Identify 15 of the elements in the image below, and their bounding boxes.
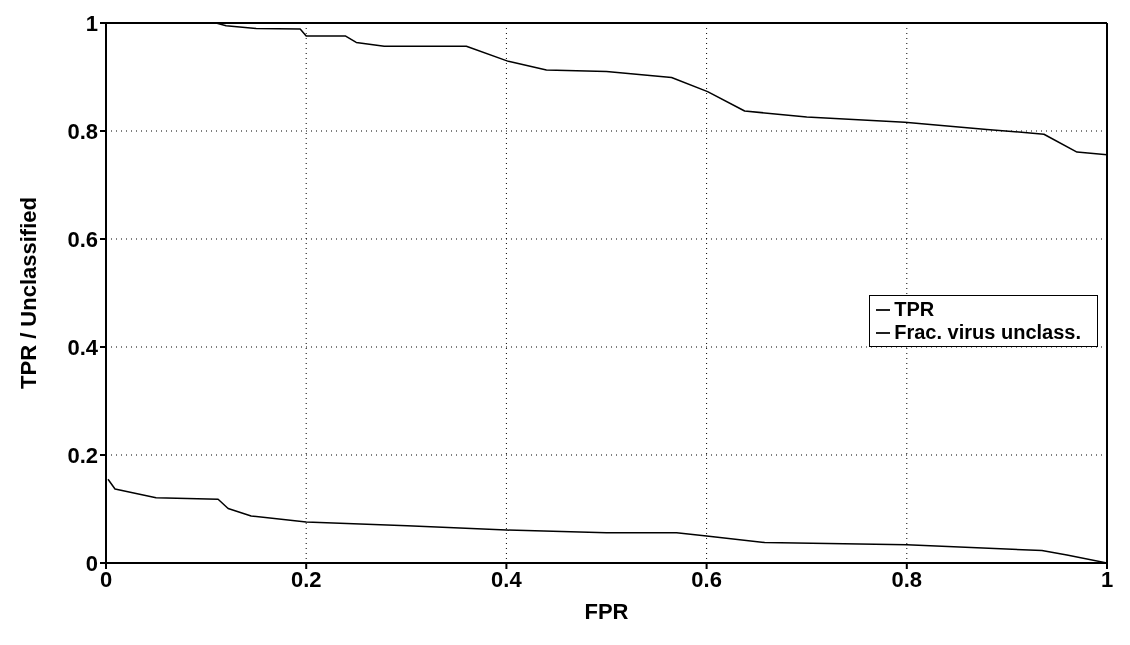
x-axis-title: FPR [584, 599, 629, 624]
y-tick-label: 0 [85, 550, 98, 576]
x-tick-label: 0.6 [691, 566, 722, 592]
y-tick-label: 0.2 [67, 442, 98, 468]
y-axis-title: TPR / Unclassified [15, 197, 41, 389]
x-tick-label: 1 [1100, 566, 1114, 592]
x-tick-label: 0.4 [491, 566, 523, 592]
y-tick-label: 0.8 [67, 118, 98, 144]
x-tick-label: 0.8 [891, 566, 923, 592]
x-tick-label: 0.2 [290, 566, 322, 592]
y-tick-label: 0.6 [67, 226, 98, 252]
y-tick-label: 1 [85, 10, 98, 36]
legend-label: Frac. virus unclass. [894, 320, 1081, 343]
y-tick-label: 0.4 [67, 334, 99, 360]
legend-label: TPR [894, 297, 935, 320]
